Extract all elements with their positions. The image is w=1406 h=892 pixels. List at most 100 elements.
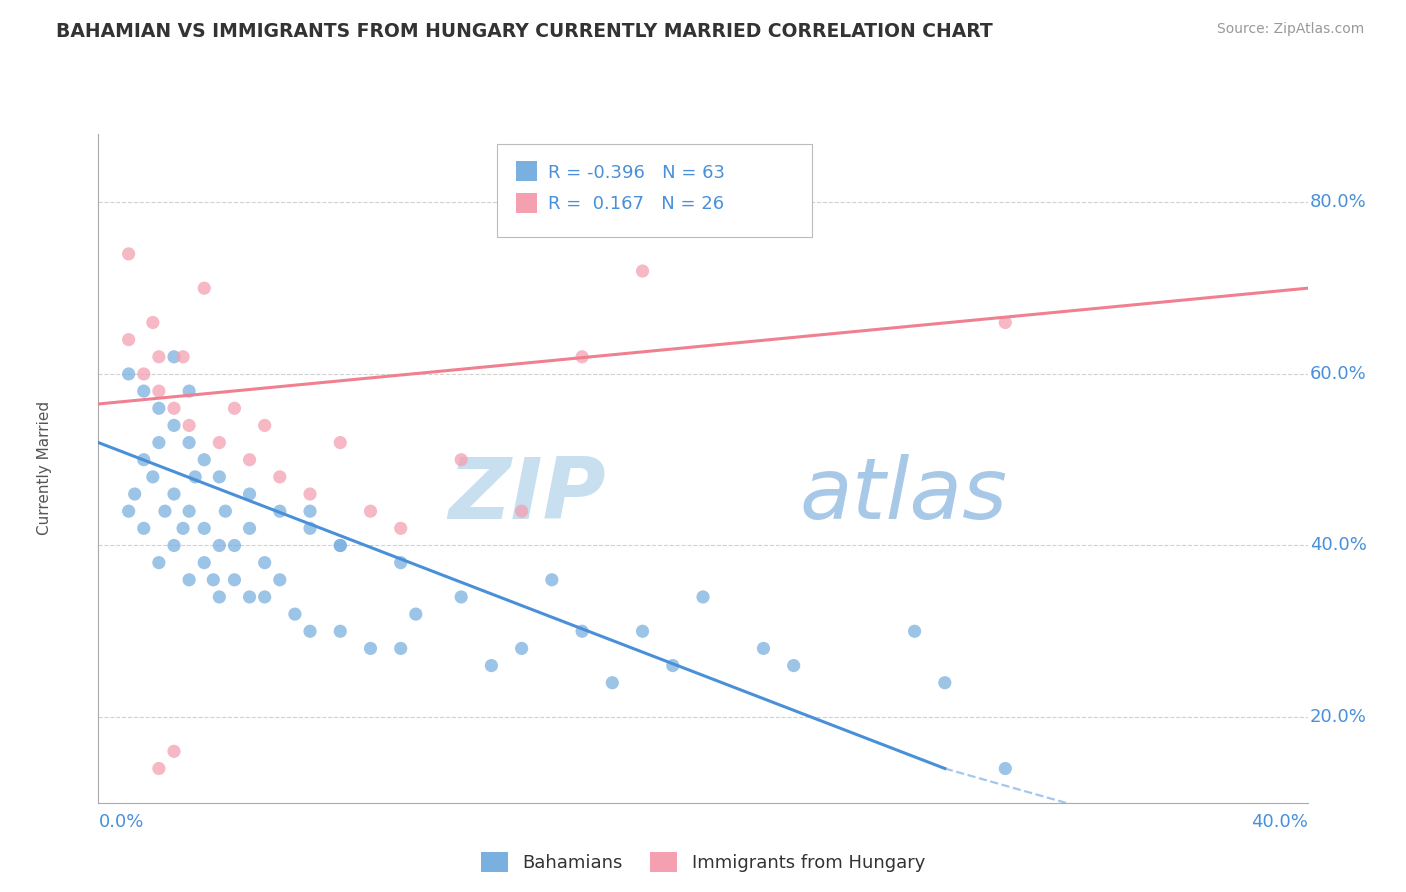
- Point: [269, 470, 291, 484]
- Point: [269, 504, 291, 518]
- Point: [389, 556, 412, 570]
- Text: 60.0%: 60.0%: [1310, 365, 1367, 383]
- Point: [239, 590, 262, 604]
- Point: [132, 384, 155, 398]
- Point: [752, 641, 775, 656]
- Point: [224, 539, 246, 553]
- Point: [124, 487, 146, 501]
- Point: [142, 470, 165, 484]
- Point: [269, 573, 291, 587]
- Point: [208, 539, 231, 553]
- Point: [224, 401, 246, 416]
- Point: [253, 418, 276, 433]
- Text: ZIP: ZIP: [449, 453, 606, 537]
- Point: [148, 350, 170, 364]
- Point: [239, 452, 262, 467]
- Text: R =  0.167   N = 26: R = 0.167 N = 26: [548, 195, 724, 213]
- Text: 20.0%: 20.0%: [1310, 708, 1367, 726]
- Point: [132, 452, 155, 467]
- Point: [904, 624, 927, 639]
- Text: 40.0%: 40.0%: [1310, 536, 1367, 555]
- Text: atlas: atlas: [800, 453, 1008, 537]
- Point: [172, 350, 194, 364]
- Point: [179, 384, 201, 398]
- Text: Source: ZipAtlas.com: Source: ZipAtlas.com: [1216, 22, 1364, 37]
- Point: [202, 573, 225, 587]
- Point: [661, 658, 683, 673]
- Point: [193, 521, 215, 535]
- Point: [782, 658, 804, 673]
- Point: [389, 521, 412, 535]
- Point: [179, 418, 201, 433]
- Point: [329, 624, 352, 639]
- Point: [163, 487, 186, 501]
- Point: [193, 281, 215, 295]
- Point: [481, 658, 503, 673]
- Point: [360, 504, 382, 518]
- Point: [118, 247, 141, 261]
- Point: [172, 521, 194, 535]
- Point: [224, 573, 246, 587]
- Point: [148, 435, 170, 450]
- Point: [360, 641, 382, 656]
- Point: [510, 504, 533, 518]
- Point: [163, 418, 186, 433]
- Point: [179, 435, 201, 450]
- Legend: Bahamians, Immigrants from Hungary: Bahamians, Immigrants from Hungary: [472, 843, 934, 880]
- Point: [299, 487, 322, 501]
- Point: [329, 539, 352, 553]
- Point: [153, 504, 176, 518]
- Point: [631, 624, 654, 639]
- Point: [329, 539, 352, 553]
- Text: 80.0%: 80.0%: [1310, 194, 1367, 211]
- Point: [329, 435, 352, 450]
- Point: [405, 607, 427, 621]
- Point: [148, 556, 170, 570]
- Point: [148, 384, 170, 398]
- Point: [450, 452, 472, 467]
- Point: [163, 350, 186, 364]
- Point: [299, 521, 322, 535]
- Point: [184, 470, 207, 484]
- Point: [692, 590, 714, 604]
- Point: [193, 452, 215, 467]
- Point: [208, 435, 231, 450]
- Point: [179, 573, 201, 587]
- Point: [253, 556, 276, 570]
- Text: 0.0%: 0.0%: [98, 813, 143, 830]
- Point: [571, 350, 593, 364]
- Point: [239, 487, 262, 501]
- Point: [631, 264, 654, 278]
- Point: [163, 401, 186, 416]
- Point: [208, 590, 231, 604]
- Point: [163, 539, 186, 553]
- Point: [994, 316, 1017, 330]
- Point: [239, 521, 262, 535]
- Text: 40.0%: 40.0%: [1251, 813, 1308, 830]
- Point: [148, 762, 170, 776]
- Point: [253, 590, 276, 604]
- Point: [994, 762, 1017, 776]
- Point: [540, 573, 562, 587]
- Point: [142, 316, 165, 330]
- Point: [934, 675, 956, 690]
- Point: [299, 504, 322, 518]
- Point: [193, 556, 215, 570]
- Point: [450, 590, 472, 604]
- Point: [284, 607, 307, 621]
- Text: Currently Married: Currently Married: [37, 401, 52, 535]
- Point: [132, 367, 155, 381]
- Point: [602, 675, 624, 690]
- Point: [571, 624, 593, 639]
- Text: BAHAMIAN VS IMMIGRANTS FROM HUNGARY CURRENTLY MARRIED CORRELATION CHART: BAHAMIAN VS IMMIGRANTS FROM HUNGARY CURR…: [56, 22, 993, 41]
- Point: [208, 470, 231, 484]
- Point: [389, 641, 412, 656]
- Point: [163, 744, 186, 758]
- Point: [148, 401, 170, 416]
- Point: [214, 504, 236, 518]
- Point: [510, 641, 533, 656]
- Text: R = -0.396   N = 63: R = -0.396 N = 63: [548, 163, 725, 182]
- Point: [132, 521, 155, 535]
- Point: [118, 333, 141, 347]
- Point: [118, 367, 141, 381]
